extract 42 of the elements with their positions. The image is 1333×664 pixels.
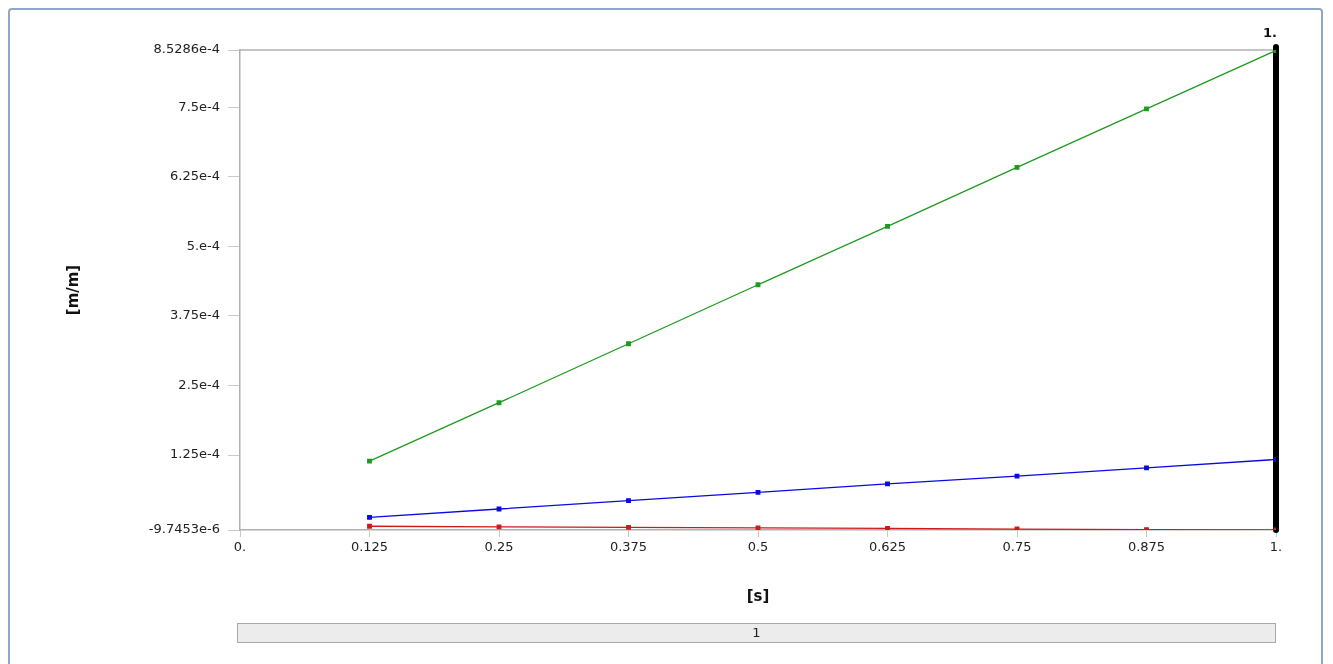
x-axis-title: [s] xyxy=(746,586,770,605)
y-tick-label: -9.7453e-6 xyxy=(148,521,220,537)
point xyxy=(626,524,631,530)
point xyxy=(885,526,890,530)
x-tick-label: 0.375 xyxy=(609,539,648,555)
point xyxy=(1273,50,1276,53)
x-tick-label: 1. xyxy=(1269,539,1283,555)
x-tick-label: 0.625 xyxy=(868,539,907,555)
x-tick-label: 0. xyxy=(233,539,247,555)
y-tick-label: 3.75e-4 xyxy=(170,307,220,323)
y-tick-label: 1.25e-4 xyxy=(170,446,220,462)
y-tick-label: 5.e-4 xyxy=(186,237,220,253)
point xyxy=(1014,473,1020,479)
y-tick-label: 8.5286e-4 xyxy=(153,41,220,57)
x-tick-label: 0.75 xyxy=(1002,539,1032,555)
x-tick-label: 0.125 xyxy=(350,539,389,555)
point xyxy=(885,481,890,487)
x-tick-label: 0.5 xyxy=(747,539,769,555)
point xyxy=(755,525,761,530)
x-tick-label: 0.25 xyxy=(484,539,514,555)
y-tick-label: 7.5e-4 xyxy=(178,98,220,114)
point xyxy=(1014,164,1020,170)
point xyxy=(367,458,372,464)
ref-line-label: 1. xyxy=(1263,24,1277,40)
point xyxy=(1273,457,1276,462)
point xyxy=(1144,106,1149,112)
point xyxy=(1144,527,1149,530)
y-tick-label: 2.5e-4 xyxy=(178,376,220,392)
y-axis-title: [m/m] xyxy=(63,264,82,316)
point xyxy=(496,400,502,406)
point xyxy=(367,514,372,520)
point xyxy=(626,341,631,347)
text: 1 xyxy=(237,623,1276,643)
y-tick-label: 6.25e-4 xyxy=(170,168,220,184)
point xyxy=(367,523,372,529)
point xyxy=(626,498,631,504)
point xyxy=(755,282,761,288)
point xyxy=(755,489,761,495)
point xyxy=(885,223,890,229)
point xyxy=(1144,465,1149,471)
point xyxy=(496,524,502,530)
x-tick-label: 0.875 xyxy=(1127,539,1166,555)
